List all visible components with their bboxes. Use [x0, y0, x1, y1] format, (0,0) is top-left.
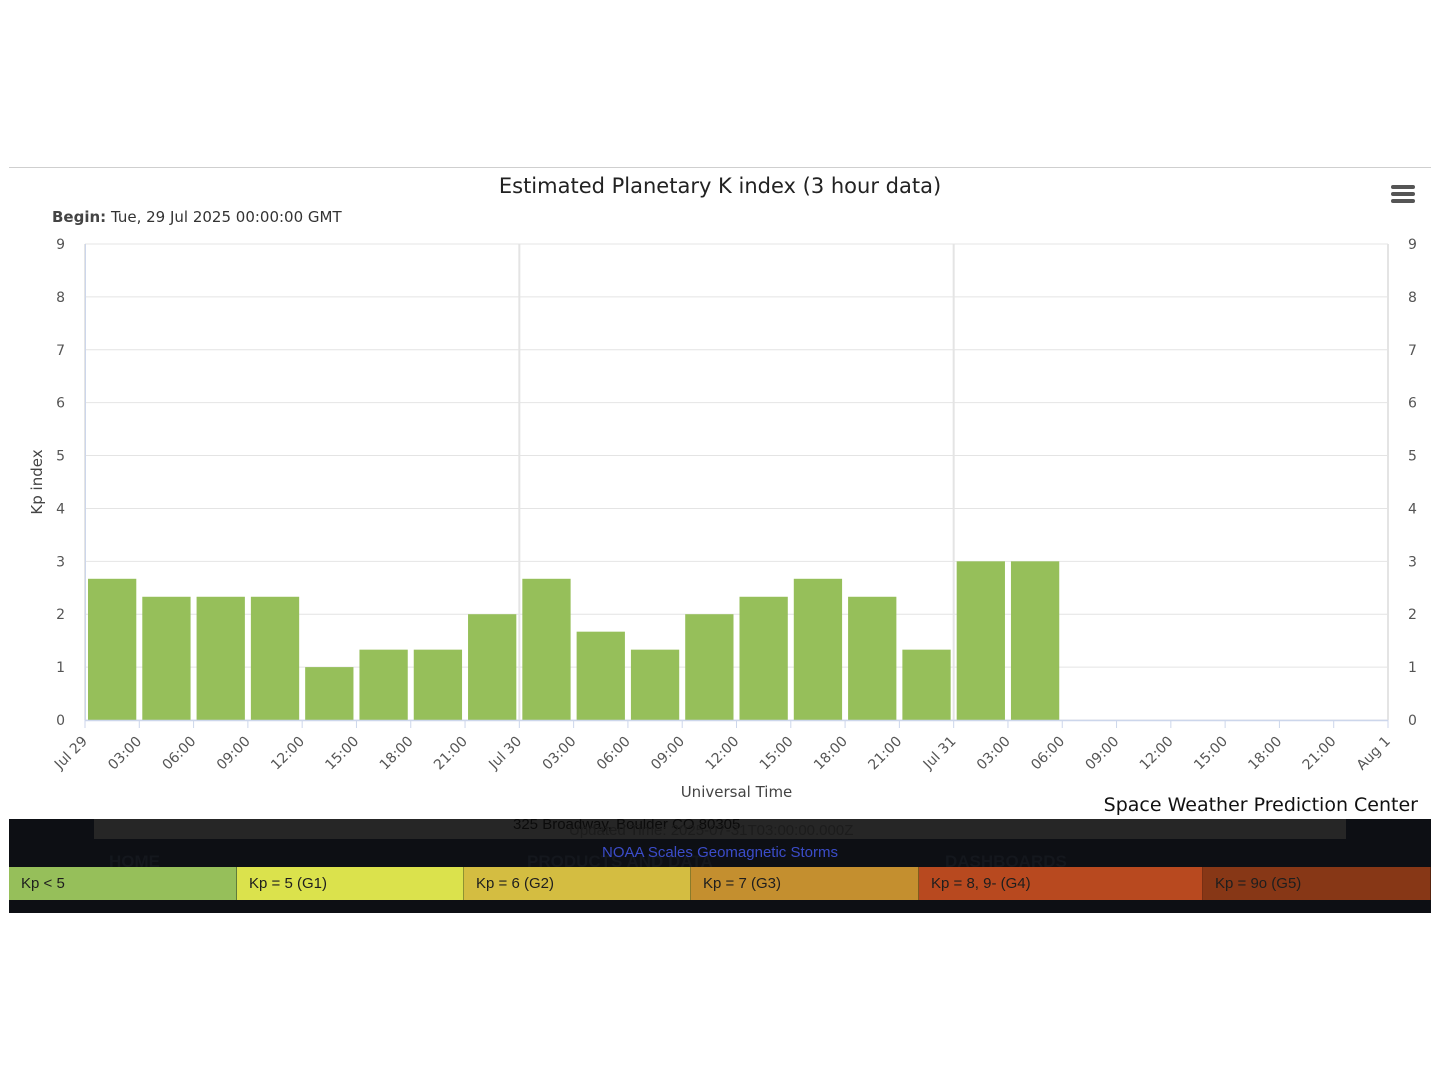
- scale-segment: Kp = 8, 9- (G4): [919, 867, 1203, 900]
- kp-bar: [739, 596, 788, 720]
- kp-bar: [685, 614, 734, 720]
- x-tick-label: 06:00: [160, 734, 200, 774]
- x-tick-label: 09:00: [214, 734, 254, 774]
- x-tick-label: Aug 1: [1354, 734, 1394, 774]
- y-tick-label-left: 4: [56, 501, 65, 517]
- y-tick-label-right: 7: [1408, 343, 1417, 359]
- kp-bar: [468, 614, 517, 720]
- footer-band: 325 Broadway, Boulder CO 80305 Updated T…: [9, 819, 1431, 913]
- x-axis-title: Universal Time: [681, 783, 793, 801]
- kp-bar: [250, 596, 300, 720]
- x-tick-label: 15:00: [1191, 734, 1231, 774]
- scale-title[interactable]: NOAA Scales Geomagnetic Storms: [602, 844, 838, 861]
- hamburger-menu-icon[interactable]: [1391, 185, 1415, 205]
- nav-products-link[interactable]: PRODUCTS AND DATA: [527, 852, 713, 871]
- y-tick-label-left: 0: [56, 713, 65, 729]
- x-tick-label: 21:00: [1300, 734, 1340, 774]
- y-tick-label-right: 5: [1408, 449, 1417, 465]
- kp-bar: [1010, 561, 1060, 720]
- y-tick-label-left: 6: [56, 396, 65, 412]
- y-tick-label-right: 6: [1408, 396, 1417, 412]
- footer-address: 325 Broadway, Boulder CO 80305: [513, 819, 741, 833]
- x-tick-label: 09:00: [648, 734, 688, 774]
- x-tick-label: 21:00: [431, 734, 471, 774]
- x-tick-label: 09:00: [1083, 734, 1123, 774]
- begin-label: Begin:: [52, 208, 107, 226]
- kp-bar: [88, 578, 137, 720]
- kp-bar: [576, 631, 625, 720]
- y-tick-label-right: 1: [1408, 660, 1417, 676]
- y-tick-label-left: 2: [56, 607, 65, 623]
- y-tick-label-left: 8: [56, 290, 65, 306]
- top-divider: [9, 167, 1431, 168]
- y-tick-label-right: 0: [1408, 713, 1417, 729]
- scale-segment: Kp < 5: [9, 867, 237, 900]
- kp-bar: [793, 578, 843, 720]
- y-tick-label-left: 1: [56, 660, 65, 676]
- x-tick-label: Jul 29: [51, 734, 91, 774]
- kp-bar: [956, 561, 1005, 720]
- x-tick-label: 06:00: [594, 734, 634, 774]
- x-tick-label: 21:00: [865, 734, 905, 774]
- kp-bar: [359, 649, 408, 720]
- y-tick-label-right: 3: [1408, 554, 1417, 570]
- footer-updated-time: Updated Time: 2025-07-31T03:00:00.000Z: [569, 822, 854, 839]
- y-tick-label-left: 7: [56, 343, 65, 359]
- x-tick-label: 06:00: [1028, 734, 1068, 774]
- y-tick-label-right: 8: [1408, 290, 1417, 306]
- begin-value: Tue, 29 Jul 2025 00:00:00 GMT: [110, 208, 342, 226]
- y-tick-label-right: 2: [1408, 607, 1417, 623]
- kp-bar: [522, 578, 571, 720]
- scale-segment: Kp = 9o (G5): [1203, 867, 1431, 900]
- kp-bar: [902, 649, 951, 720]
- y-axis-title: Kp index: [28, 449, 46, 514]
- x-tick-label: 15:00: [757, 734, 797, 774]
- x-tick-label: Jul 30: [485, 734, 525, 774]
- geomagnetic-scale-bar: Kp < 5 Kp = 5 (G1) Kp = 6 (G2) Kp = 7 (G3) K…: [9, 867, 1431, 900]
- x-tick-label: 18:00: [811, 734, 851, 774]
- x-tick-label: 12:00: [268, 734, 308, 774]
- kp-bar: [848, 596, 897, 720]
- chart-title: Estimated Planetary K index (3 hour data…: [498, 174, 942, 198]
- x-tick-label: 18:00: [1245, 734, 1285, 774]
- kp-bar: [196, 596, 245, 720]
- kp-index-chart: 0 0 1 1 2 2 3 3 4 4 5 5 6 6 7 7 8 8 9 9 Jul 29 03:00 06:00 09:0…: [28, 237, 1417, 801]
- x-tick-label: 12:00: [1137, 734, 1177, 774]
- x-tick-label: 15:00: [322, 734, 362, 774]
- x-tick-label: 12:00: [702, 734, 742, 774]
- kp-bar: [142, 596, 191, 720]
- kp-bar: [305, 667, 354, 720]
- scale-segment: Kp = 5 (G1): [237, 867, 464, 900]
- x-tick-label: 03:00: [974, 734, 1014, 774]
- x-tick-label: 03:00: [105, 734, 145, 774]
- credit-text: Space Weather Prediction Center: [1103, 794, 1418, 816]
- kp-bar: [630, 649, 680, 720]
- x-tick-label: 18:00: [377, 734, 417, 774]
- y-tick-label-right: 9: [1408, 237, 1417, 253]
- y-tick-label-left: 9: [56, 237, 65, 253]
- y-tick-label-left: 5: [56, 449, 65, 465]
- chart-subtitle: Begin: Tue, 29 Jul 2025 00:00:00 GMT: [52, 208, 342, 226]
- x-tick-label: 03:00: [540, 734, 580, 774]
- footer-inner-bar: [94, 819, 1346, 839]
- y-tick-label-left: 3: [56, 554, 65, 570]
- y-tick-label-right: 4: [1408, 501, 1417, 517]
- nav-dashboards-link[interactable]: DASHBOARDS: [945, 852, 1067, 871]
- nav-home-link[interactable]: HOME: [109, 852, 160, 871]
- scale-segment: Kp = 6 (G2): [464, 867, 691, 900]
- x-tick-label: Jul 31: [920, 734, 960, 774]
- scale-segment: Kp = 7 (G3): [691, 867, 919, 900]
- kp-bar: [413, 649, 463, 720]
